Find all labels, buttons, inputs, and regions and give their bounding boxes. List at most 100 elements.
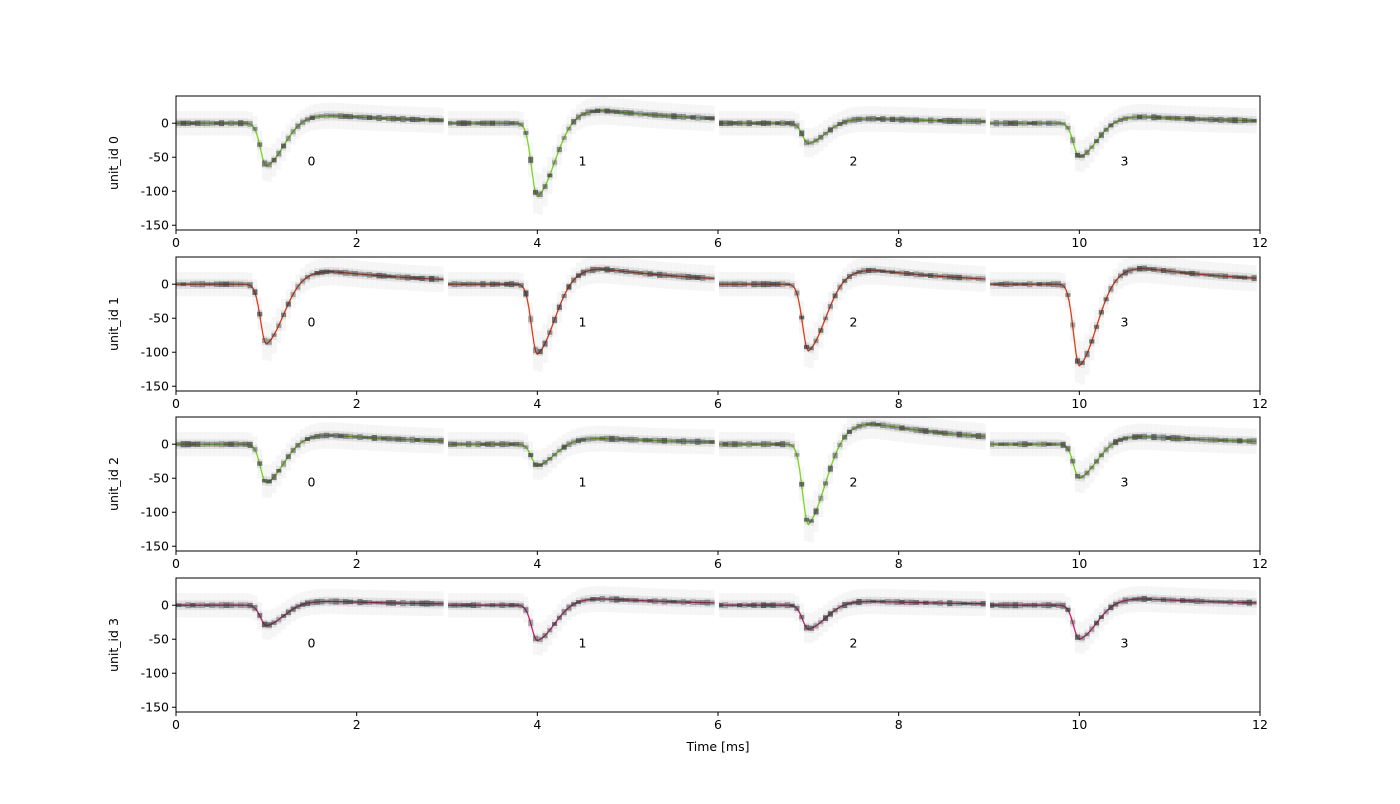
density-cell bbox=[552, 160, 558, 165]
density-cell bbox=[642, 270, 648, 277]
density-cell bbox=[780, 118, 786, 128]
density-cell bbox=[447, 120, 453, 126]
density-cell bbox=[499, 279, 505, 289]
density-cell bbox=[980, 276, 986, 282]
channel-label: 3 bbox=[1121, 636, 1129, 651]
density-cell bbox=[851, 271, 857, 276]
density-cell bbox=[518, 441, 524, 448]
density-cell bbox=[818, 495, 824, 501]
density-cell bbox=[937, 430, 943, 435]
density-cell bbox=[242, 602, 248, 608]
segment-gap bbox=[987, 97, 990, 229]
density-cell bbox=[433, 601, 439, 607]
density-cell bbox=[932, 601, 938, 605]
density-cell bbox=[456, 281, 462, 287]
density-cell bbox=[837, 442, 843, 448]
density-cell bbox=[1242, 439, 1248, 443]
density-cell bbox=[1132, 264, 1138, 275]
density-cell bbox=[1012, 442, 1018, 446]
density-cell bbox=[861, 116, 867, 122]
density-cell bbox=[661, 272, 667, 278]
segment-gap bbox=[445, 418, 448, 550]
density-cell bbox=[547, 457, 553, 461]
density-cell bbox=[832, 452, 838, 459]
density-cell bbox=[590, 436, 596, 442]
density-cell bbox=[700, 600, 706, 605]
density-cell bbox=[676, 438, 682, 444]
channel-label: 0 bbox=[308, 154, 316, 169]
density-cell bbox=[504, 281, 510, 287]
density-cell bbox=[885, 266, 891, 277]
density-cell bbox=[604, 108, 610, 114]
density-cell bbox=[818, 328, 824, 333]
density-cell bbox=[918, 118, 924, 123]
density-cell bbox=[599, 108, 605, 113]
density-cell bbox=[1012, 602, 1018, 609]
density-cell bbox=[789, 120, 795, 127]
density-cell bbox=[575, 114, 581, 120]
density-cell bbox=[447, 441, 453, 447]
density-cell bbox=[1074, 358, 1081, 364]
density-cell bbox=[1017, 120, 1023, 126]
density-cell bbox=[998, 120, 1004, 126]
density-cell bbox=[861, 114, 867, 124]
density-cell bbox=[180, 120, 186, 126]
density-cell bbox=[1132, 112, 1138, 123]
density-cell bbox=[542, 460, 548, 465]
density-cell bbox=[1070, 617, 1076, 627]
density-cell bbox=[1117, 117, 1123, 123]
x-axis-label: Time [ms] bbox=[685, 739, 749, 754]
density-cell bbox=[700, 115, 706, 121]
density-cell bbox=[266, 479, 272, 484]
density-cell bbox=[499, 118, 505, 128]
density-cell bbox=[451, 441, 457, 447]
density-cell bbox=[199, 439, 205, 449]
density-cell bbox=[1060, 283, 1066, 289]
density-cell bbox=[1051, 118, 1057, 128]
density-cell bbox=[214, 600, 220, 610]
density-cell bbox=[789, 603, 795, 608]
density-cell bbox=[1146, 115, 1152, 119]
density-cell bbox=[928, 429, 934, 434]
density-cell bbox=[333, 598, 339, 605]
density-cell bbox=[537, 463, 543, 467]
density-cell bbox=[304, 437, 310, 442]
density-cell bbox=[571, 119, 577, 125]
density-cell bbox=[951, 429, 958, 439]
density-cell bbox=[319, 598, 325, 605]
density-cell bbox=[1227, 117, 1233, 123]
density-cell bbox=[765, 441, 771, 448]
density-cell bbox=[780, 600, 786, 610]
density-cell bbox=[1203, 117, 1209, 122]
density-cell bbox=[799, 130, 805, 137]
density-cell bbox=[1242, 118, 1248, 124]
density-cell bbox=[1074, 473, 1081, 479]
density-cell bbox=[419, 600, 425, 607]
density-cell bbox=[252, 124, 258, 134]
density-cell bbox=[233, 600, 239, 610]
density-cell bbox=[980, 601, 986, 607]
density-cell bbox=[566, 123, 572, 134]
density-cell bbox=[918, 597, 924, 608]
density-cell bbox=[1031, 282, 1038, 287]
density-cell bbox=[414, 276, 420, 281]
density-cell bbox=[875, 117, 881, 121]
density-cell bbox=[609, 594, 615, 605]
density-cell bbox=[1041, 121, 1047, 126]
density-cell bbox=[185, 602, 191, 609]
x-tick-label: 12 bbox=[1252, 235, 1268, 250]
panel-plot-area bbox=[176, 263, 1257, 368]
density-cell bbox=[956, 431, 962, 438]
density-cell bbox=[756, 439, 762, 449]
density-cell bbox=[770, 281, 776, 287]
density-cell bbox=[870, 421, 876, 427]
density-cell bbox=[614, 267, 620, 274]
density-cell bbox=[176, 282, 182, 287]
density-cell bbox=[633, 108, 639, 119]
density-cell bbox=[1084, 632, 1090, 637]
density-cell bbox=[1146, 434, 1152, 439]
density-cell bbox=[1127, 113, 1133, 123]
channel-label: 1 bbox=[579, 315, 587, 330]
density-cell bbox=[1227, 274, 1233, 279]
